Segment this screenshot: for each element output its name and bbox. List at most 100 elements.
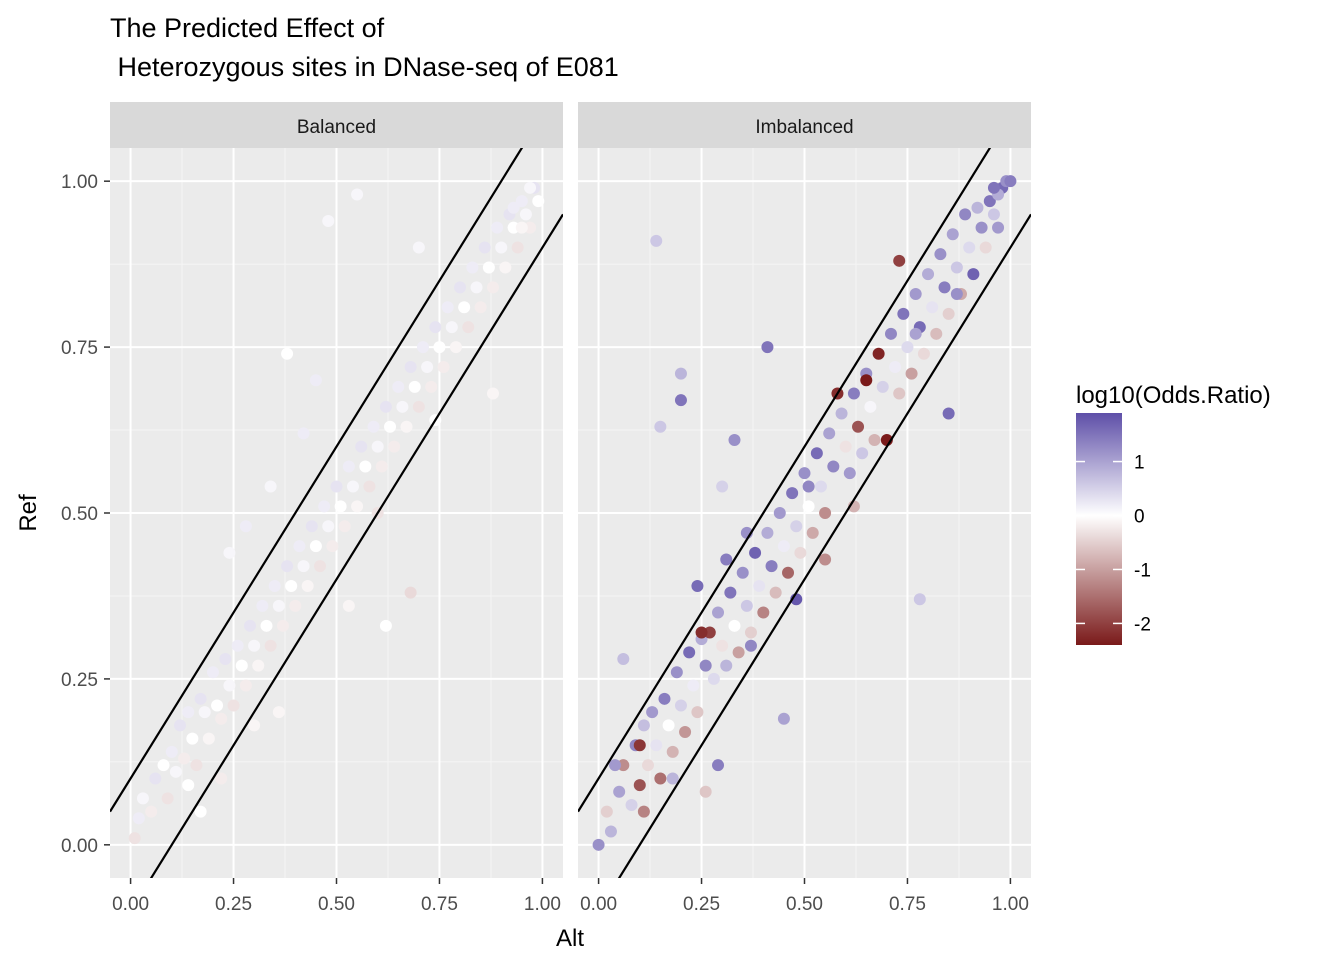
data-point <box>893 387 906 400</box>
data-point <box>491 221 504 234</box>
data-point <box>670 666 683 679</box>
data-point <box>691 580 704 592</box>
data-point <box>637 719 650 732</box>
data-point <box>486 387 499 400</box>
data-point <box>633 739 646 752</box>
data-point <box>202 732 215 745</box>
data-point <box>992 221 1005 234</box>
points-balanced <box>128 181 545 845</box>
chart-title-line-1: The Predicted Effect of <box>110 13 385 43</box>
data-point <box>872 347 885 360</box>
data-point <box>470 281 483 294</box>
data-point <box>281 347 294 360</box>
data-point <box>149 772 162 785</box>
data-point <box>860 374 873 387</box>
y-tick-label: 0.75 <box>61 338 98 359</box>
data-point <box>371 440 384 453</box>
data-point <box>674 394 687 407</box>
data-point <box>699 659 712 672</box>
data-point <box>178 752 191 765</box>
x-tick-label: 1.00 <box>992 894 1029 915</box>
data-point <box>429 321 442 334</box>
legend-colorbar <box>1076 413 1122 645</box>
data-point <box>445 321 458 334</box>
data-point <box>392 380 405 393</box>
data-point <box>330 480 343 493</box>
data-point <box>876 380 889 393</box>
y-axis-label: Ref <box>15 494 42 532</box>
data-point <box>814 480 827 493</box>
data-point <box>604 825 617 838</box>
data-point <box>864 400 877 413</box>
data-point <box>260 619 273 632</box>
data-point <box>617 653 630 665</box>
data-point <box>926 301 939 314</box>
data-point <box>963 241 976 254</box>
data-point <box>248 719 261 732</box>
data-point <box>802 500 815 513</box>
data-point <box>810 447 823 460</box>
data-point <box>728 434 741 446</box>
data-point <box>272 706 285 719</box>
data-point <box>486 281 499 294</box>
data-point <box>342 460 355 473</box>
panel-grid-imbalanced <box>578 148 1031 878</box>
data-point <box>806 526 819 539</box>
data-point <box>499 261 512 274</box>
data-point <box>375 460 388 473</box>
data-point <box>161 792 174 805</box>
data-point <box>474 301 487 314</box>
data-point <box>646 706 659 719</box>
data-point <box>264 480 277 493</box>
data-point <box>404 586 417 599</box>
data-point <box>416 341 429 354</box>
x-tick-label: 0.25 <box>215 894 252 915</box>
data-point <box>289 599 302 612</box>
data-point <box>524 221 537 234</box>
data-point <box>132 812 145 825</box>
data-point <box>239 520 252 533</box>
data-point <box>777 540 790 553</box>
data-point <box>297 560 310 573</box>
data-point <box>827 460 840 473</box>
data-point <box>740 599 753 612</box>
data-point <box>773 507 786 519</box>
x-tick-label: 1.00 <box>524 894 561 915</box>
y-tick-label: 0.50 <box>61 504 98 525</box>
data-point <box>165 745 178 758</box>
x-tick-label: 0.75 <box>421 894 458 915</box>
data-point <box>466 261 479 274</box>
points-imbalanced <box>592 175 1017 851</box>
data-point <box>625 799 638 811</box>
data-point <box>930 327 943 340</box>
data-point <box>707 672 720 685</box>
data-point <box>454 281 467 294</box>
data-point <box>186 732 199 745</box>
data-point <box>367 420 380 433</box>
data-point <box>206 666 219 679</box>
data-point <box>884 327 897 340</box>
data-point <box>798 467 811 480</box>
data-point <box>342 599 355 612</box>
data-point <box>699 785 712 798</box>
data-point <box>782 566 795 579</box>
data-point <box>666 745 679 758</box>
data-point <box>478 241 491 254</box>
data-point <box>847 387 860 400</box>
data-point <box>379 400 392 413</box>
data-point <box>519 208 532 221</box>
data-point <box>223 546 236 559</box>
data-point <box>983 195 996 208</box>
data-point <box>642 759 655 772</box>
data-point <box>157 759 170 772</box>
data-point <box>744 639 757 652</box>
data-point <box>650 739 663 752</box>
facet-strip-balanced <box>110 102 563 148</box>
data-point <box>421 361 434 373</box>
data-point <box>662 719 675 732</box>
data-point <box>950 288 963 300</box>
data-point <box>182 706 195 719</box>
data-point <box>314 560 327 573</box>
reference-line <box>617 213 1031 878</box>
